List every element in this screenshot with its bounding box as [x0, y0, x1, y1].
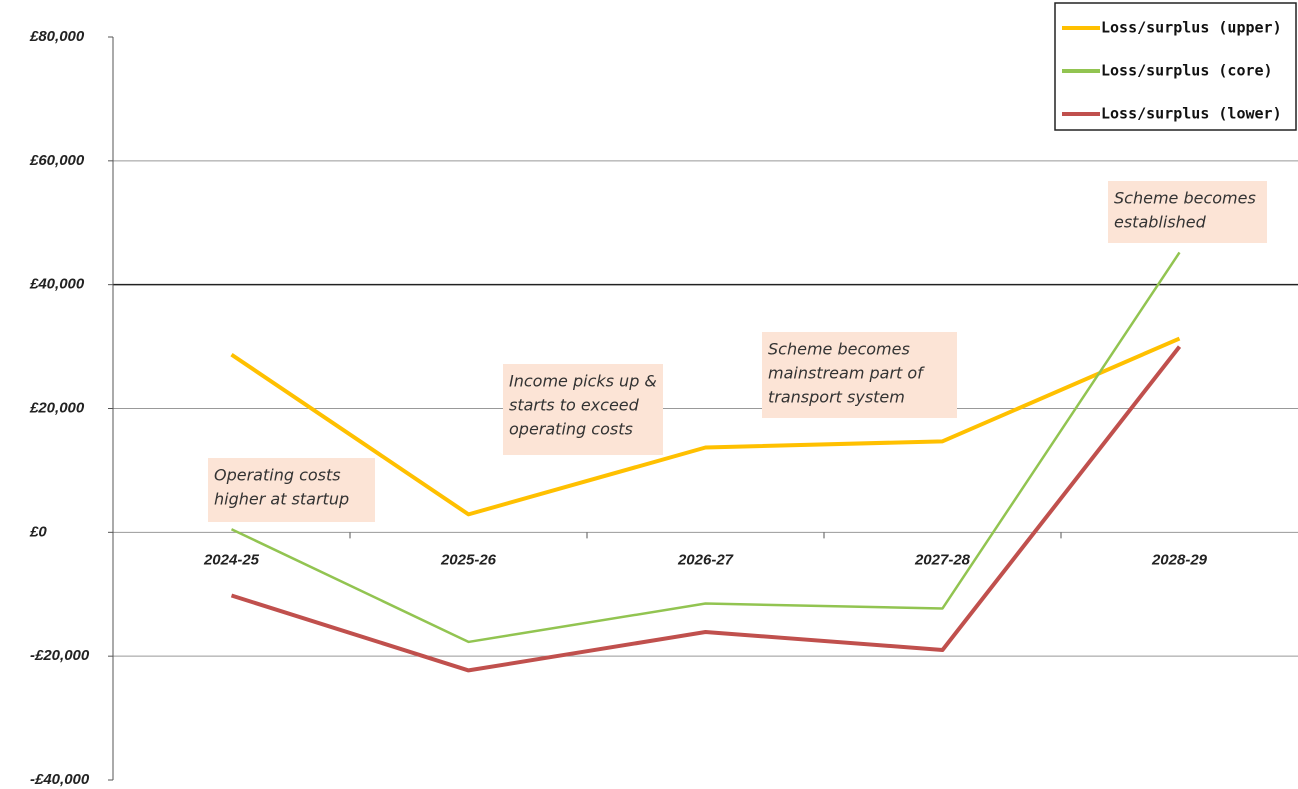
annotation-text: transport system: [768, 388, 905, 407]
x-tick-label: 2025-26: [440, 551, 497, 568]
x-tick-label: 2027-28: [914, 551, 971, 568]
annotation-text: Income picks up &: [509, 372, 657, 391]
annotation-text: Scheme becomes: [1114, 189, 1256, 208]
y-tick-label: £40,000: [29, 276, 85, 293]
legend-box: [1054, 2, 1297, 131]
annotation-box: [503, 364, 663, 455]
y-tick-label: £20,000: [29, 399, 85, 416]
annotation-box: [208, 458, 375, 522]
annotation-text: Operating costs: [214, 466, 341, 485]
annotation-box: [1108, 181, 1267, 243]
annotation-text: mainstream part of: [768, 364, 925, 383]
y-tick-label: -£40,000: [30, 771, 90, 788]
legend-label: Loss/surplus (core): [1101, 62, 1273, 80]
y-tick-label: £80,000: [29, 28, 85, 45]
legend-label: Loss/surplus (lower): [1101, 105, 1282, 123]
series-line: [230, 345, 1182, 673]
annotation-box: [762, 332, 957, 418]
x-tick-label: 2028-29: [1151, 551, 1208, 568]
y-tick-label: £60,000: [29, 152, 85, 169]
x-tick-label: 2024-25: [203, 551, 260, 568]
annotation-text: starts to exceed: [509, 396, 640, 415]
series-line: [230, 336, 1181, 517]
annotation-text: higher at startup: [214, 490, 349, 509]
annotation-text: operating costs: [509, 420, 633, 439]
x-tick-label: 2026-27: [677, 551, 734, 568]
legend-label: Loss/surplus (upper): [1101, 19, 1282, 37]
y-tick-label: -£20,000: [30, 647, 90, 664]
y-tick-label: £0: [29, 523, 47, 540]
series-line: [230, 251, 1181, 644]
annotation-text: established: [1114, 213, 1207, 232]
annotation-text: Scheme becomes: [768, 340, 910, 359]
